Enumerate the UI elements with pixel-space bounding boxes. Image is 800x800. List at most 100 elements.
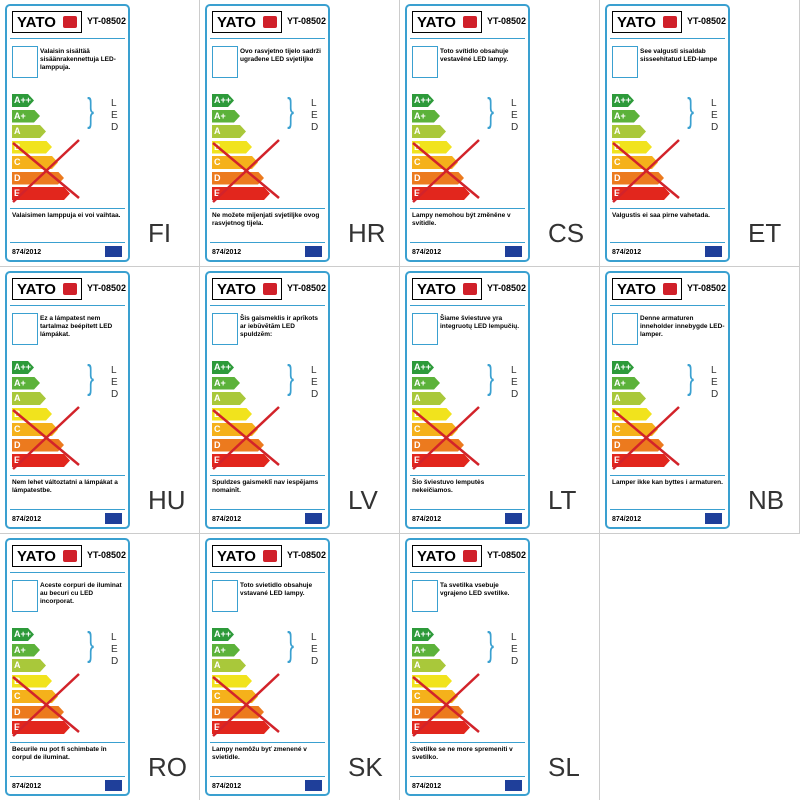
side-text: LED [711, 98, 719, 133]
logo-mark [463, 283, 477, 295]
brace: } [287, 359, 295, 397]
language-code: ET [748, 218, 782, 248]
brand-logo: YATO [212, 11, 282, 33]
energy-class-bar: A+ [412, 377, 440, 390]
eu-flag [505, 780, 522, 791]
cross-line [412, 406, 480, 470]
brace: } [287, 626, 295, 664]
divider [10, 305, 125, 306]
lamp-icon [212, 46, 238, 78]
energy-label: YATO YT-08502 Šis gaismeklis ir aprīkots a… [205, 271, 330, 529]
energy-class-bar: A [412, 392, 446, 405]
language-code: HU [148, 485, 186, 515]
logo-mark [263, 550, 277, 562]
divider [10, 475, 125, 476]
energy-class-bar: A+ [12, 377, 40, 390]
note: Lampy nemohou být změněne v svítidle. [412, 212, 511, 227]
eu-flag [305, 513, 322, 524]
divider [410, 242, 525, 243]
divider [10, 742, 125, 743]
energy-class-bar: A [212, 125, 246, 138]
label-cell: YATO YT-08502 Denne armaturen inneholder i… [600, 267, 800, 534]
language-code: LV [348, 485, 378, 515]
divider [610, 475, 725, 476]
language-code: LT [548, 485, 577, 515]
label-cell: YATO YT-08502 Toto svietidlo obsahuje vsta… [200, 534, 400, 800]
lamp-icon [412, 313, 438, 345]
logo-mark [663, 283, 677, 295]
label-cell: YATO YT-08502 Ez a lámpatest nem tartalmaz… [0, 267, 200, 534]
description: Šiame šviestuve yra integruotų LED lempu… [440, 315, 520, 330]
cross [12, 406, 80, 470]
side-text: LED [111, 632, 119, 667]
brace: } [287, 92, 295, 130]
divider [10, 208, 125, 209]
brand-logo: YATO [212, 545, 282, 567]
cross [412, 673, 480, 737]
language-code: SL [548, 752, 580, 782]
energy-class-bar: A [12, 392, 46, 405]
label-cell: YATO YT-08502 Ovo rasvjetno tijelo sadrži … [200, 0, 400, 267]
cross-line [212, 406, 280, 470]
model-number: YT-08502 [87, 283, 127, 293]
label-cell: YATO YT-08502 Aceste corpuri de iluminat a… [0, 534, 200, 800]
regulation: 874/2012 [612, 249, 642, 256]
regulation: 874/2012 [412, 516, 442, 523]
label-cell: YATO YT-08502 Toto svítidlo obsahuje vesta… [400, 0, 600, 267]
description: Ovo rasvjetno tijelo sadrži ugrađene LED… [240, 48, 321, 63]
divider [210, 242, 325, 243]
energy-class-bar: A+ [412, 644, 440, 657]
divider [10, 38, 125, 39]
regulation: 874/2012 [212, 516, 242, 523]
divider [10, 572, 125, 573]
divider [210, 742, 325, 743]
energy-class-bar: A+ [212, 110, 240, 123]
divider [410, 776, 525, 777]
cross [12, 139, 80, 203]
cross [412, 406, 480, 470]
energy-label: YATO YT-08502 Denne armaturen inneholder i… [605, 271, 730, 529]
brace: } [687, 92, 695, 130]
energy-class-bar: A++ [212, 94, 234, 107]
description: See valgusti sisaldab sisseehitatud LED-… [640, 48, 718, 63]
description: Šis gaismeklis ir aprīkots ar iebūvētām … [240, 315, 319, 338]
regulation: 874/2012 [412, 783, 442, 790]
logo-mark [63, 550, 77, 562]
energy-label: YATO YT-08502 Valaisin sisältää sisäänrake… [5, 4, 130, 262]
language-code: HR [348, 218, 386, 248]
logo-mark [63, 283, 77, 295]
logo-mark [663, 16, 677, 28]
brand-logo: YATO [612, 278, 682, 300]
energy-class-bar: A++ [12, 361, 34, 374]
energy-class-bar: A [412, 659, 446, 672]
energy-class-bar: A+ [212, 644, 240, 657]
side-text: LED [311, 365, 319, 400]
logo-mark [63, 16, 77, 28]
energy-class-bar: A+ [612, 110, 640, 123]
regulation: 874/2012 [12, 249, 42, 256]
side-text: LED [711, 365, 719, 400]
divider [610, 242, 725, 243]
energy-class-bar: A+ [12, 644, 40, 657]
description: Aceste corpuri de iluminat au becuri cu … [40, 582, 122, 605]
cross-line [212, 139, 280, 203]
cross [612, 406, 680, 470]
note: Becurile nu pot fi schimbate în corpul d… [12, 746, 107, 761]
description: Toto svietidlo obsahuje vstavané LED lam… [240, 582, 313, 597]
cross [212, 139, 280, 203]
eu-flag [705, 246, 722, 257]
energy-label: YATO YT-08502 Ez a lámpatest nem tartalmaz… [5, 271, 130, 529]
regulation: 874/2012 [612, 516, 642, 523]
energy-class-bar: A [612, 125, 646, 138]
brace: } [687, 359, 695, 397]
cross-line [212, 673, 280, 737]
note: Lampy nemôžu byť zmenené v svietidle. [212, 746, 307, 761]
divider [210, 776, 325, 777]
lamp-icon [412, 46, 438, 78]
eu-flag [305, 246, 322, 257]
lamp-icon [212, 313, 238, 345]
lamp-icon [612, 313, 638, 345]
divider [410, 572, 525, 573]
note: Lamper ikke kan byttes i armaturen. [612, 479, 723, 486]
